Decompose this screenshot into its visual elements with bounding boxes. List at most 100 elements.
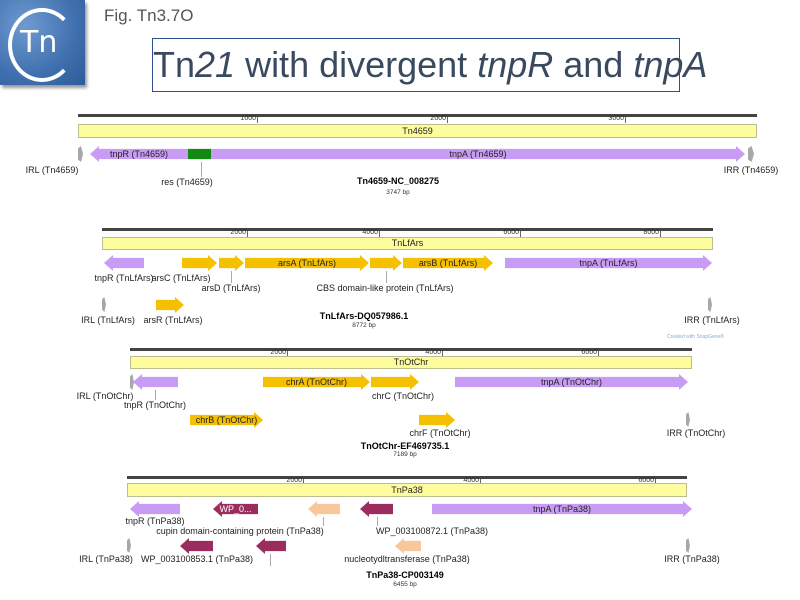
gene-arrow[interactable]: tnpA (TnOtChr) xyxy=(455,374,688,390)
ruler-tick xyxy=(655,479,656,485)
gene-arrow[interactable]: tnpA (TnLfArs) xyxy=(505,255,712,271)
ruler-tick-label: 2000 xyxy=(430,115,446,122)
gene-arrow[interactable]: tnpA (TnPa38) xyxy=(432,501,692,517)
ruler xyxy=(78,114,757,117)
feature-label: IRL (TnLfArs) xyxy=(81,315,135,325)
feature-label: IRR (TnOtChr) xyxy=(666,428,726,438)
title-part: with divergent xyxy=(235,44,478,85)
ruler-tick-label: 4000 xyxy=(425,349,441,356)
gene-arrow[interactable] xyxy=(419,412,455,428)
gene-arrow[interactable]: arsA (TnLfArs) xyxy=(245,255,369,271)
feature-label: nucleotydltransferase (TnPa38) xyxy=(344,554,470,564)
ruler-tick xyxy=(447,117,448,123)
figure-label: Fig. Tn3.7O xyxy=(104,6,194,25)
gene-arrow[interactable] xyxy=(308,501,340,517)
leader-line xyxy=(323,517,324,526)
feature-label: WP_003100872.1 (TnPa38) xyxy=(375,526,489,536)
feature-label: IRR (TnLfArs) xyxy=(684,315,740,325)
inverted-repeat[interactable] xyxy=(748,146,754,162)
feature-label: tnpR (TnOtChr) xyxy=(123,400,187,410)
tn-logo: Tn xyxy=(0,0,85,85)
feature-label: arsR (TnLfArs) xyxy=(143,315,203,325)
transposon-track[interactable]: TnLfArs xyxy=(102,237,713,250)
map-length: 7189 bp xyxy=(393,451,417,458)
feature-label: cupin domain-containing protein (TnPa38) xyxy=(156,526,324,536)
inverted-repeat[interactable] xyxy=(78,146,83,162)
feature-label: tnpR (TnPa38) xyxy=(125,516,185,526)
ruler-tick xyxy=(480,479,481,485)
gene-arrow[interactable] xyxy=(130,501,180,517)
feature-label: chrF (TnOtChr) xyxy=(409,428,471,438)
feature-label: CBS domain-like protein (TnLfArs) xyxy=(316,283,454,293)
feature-label: arsD (TnLfArs) xyxy=(201,283,261,293)
gene-arrow[interactable]: WP_0... xyxy=(213,501,258,517)
feature-label: res (Tn4659) xyxy=(161,177,213,187)
feature-label: IRR (TnPa38) xyxy=(664,554,720,564)
transposon-track[interactable]: TnPa38 xyxy=(127,483,687,497)
ruler-tick-label: 4000 xyxy=(463,477,479,484)
map-name: TnOtChr-EF469735.1 xyxy=(360,441,450,451)
ruler-tick-label: 6000 xyxy=(503,229,519,236)
gene-arrow[interactable] xyxy=(104,255,144,271)
map-name: TnPa38-CP003149 xyxy=(366,570,444,580)
title-part: and xyxy=(553,44,634,85)
ruler-tick xyxy=(287,351,288,357)
ruler-tick-label: 2000 xyxy=(230,229,246,236)
gene-arrow[interactable] xyxy=(360,501,393,517)
feature-label: arsC (TnLfArs) xyxy=(151,273,211,283)
slide-title: Tn21 with divergent tnpR and tnpA xyxy=(152,38,707,92)
ruler-tick-label: 6000 xyxy=(581,349,597,356)
feature-label: IRL (TnPa38) xyxy=(79,554,133,564)
inverted-repeat[interactable] xyxy=(127,538,131,553)
gene-arrow[interactable] xyxy=(182,255,217,271)
title-part-italic: tnpR xyxy=(477,44,554,85)
ruler-tick xyxy=(442,351,443,357)
ruler-tick-label: 6000 xyxy=(638,477,654,484)
title-part: Tn xyxy=(153,44,196,85)
ruler-tick xyxy=(598,351,599,357)
ruler-tick-label: 2000 xyxy=(270,349,286,356)
transposon-track[interactable]: Tn4659 xyxy=(78,124,757,138)
gene-arrow[interactable] xyxy=(156,297,184,313)
inverted-repeat[interactable] xyxy=(102,297,106,312)
gene-arrow[interactable]: arsB (TnLfArs) xyxy=(403,255,493,271)
map-name: TnLfArs-DQ057986.1 xyxy=(319,311,409,321)
feature-label: WP_003100853.1 (TnPa38) xyxy=(140,554,254,564)
ruler-tick xyxy=(257,117,258,123)
ruler-tick xyxy=(520,231,521,237)
ruler-tick xyxy=(379,231,380,237)
transposon-track[interactable]: TnOtChr xyxy=(130,356,692,369)
ruler-tick xyxy=(247,231,248,237)
ruler-tick-label: 1000 xyxy=(240,115,256,122)
map-length: 8772 bp xyxy=(352,322,376,329)
gene-arrow[interactable]: tnpR (Tn4659) xyxy=(90,146,188,162)
map-length: 6455 bp xyxy=(393,581,417,588)
gene-arrow[interactable]: tnpA (Tn4659) xyxy=(211,146,745,162)
feature-label: IRL (Tn4659) xyxy=(25,165,79,175)
map-length: 3747 bp xyxy=(386,189,410,196)
ruler-tick-label: 3000 xyxy=(608,115,624,122)
gene-arrow[interactable] xyxy=(256,538,286,554)
gene-arrow[interactable] xyxy=(180,538,213,554)
inverted-repeat[interactable] xyxy=(686,412,690,427)
map-name: Tn4659-NC_008275 xyxy=(356,176,440,186)
inverted-repeat[interactable] xyxy=(708,297,712,312)
gene-arrow[interactable] xyxy=(133,374,178,390)
ruler-tick-label: 8000 xyxy=(643,229,659,236)
ruler-tick xyxy=(303,479,304,485)
ruler-tick xyxy=(625,117,626,123)
gene-arrow[interactable] xyxy=(370,255,402,271)
gene-arrow[interactable]: chrA (TnOtChr) xyxy=(263,374,370,390)
gene-arrow[interactable] xyxy=(219,255,244,271)
ruler-tick-label: 4000 xyxy=(362,229,378,236)
gene-arrow[interactable] xyxy=(395,538,421,554)
gene-arrow[interactable]: chrB (TnOtChr) xyxy=(190,412,263,428)
inverted-repeat[interactable] xyxy=(130,374,134,390)
leader-line xyxy=(201,162,202,177)
leader-line xyxy=(270,554,271,566)
leader-line xyxy=(386,271,387,283)
res-site[interactable] xyxy=(188,148,211,160)
gene-arrow[interactable] xyxy=(371,374,419,390)
inverted-repeat[interactable] xyxy=(686,538,690,553)
feature-label: tnpR (TnLfArs) xyxy=(94,273,154,283)
